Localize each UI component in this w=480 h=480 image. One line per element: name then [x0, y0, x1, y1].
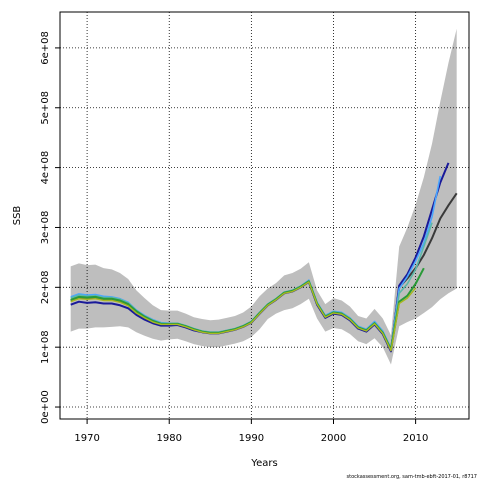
x-tick-label: 2010 [403, 433, 428, 444]
y-tick-label: 4e+08 [40, 151, 51, 185]
y-axis-title: SSB [12, 206, 23, 226]
x-axis: 1970 1980 1990 2000 2010 [74, 419, 428, 444]
confidence-band [70, 28, 457, 365]
x-tick-label: 1980 [157, 433, 182, 444]
y-tick-label: 1e+08 [40, 330, 51, 364]
y-tick-label: 5e+08 [40, 91, 51, 125]
x-tick-label: 1970 [74, 433, 99, 444]
series-line-6 [70, 281, 417, 352]
grid-layer [60, 12, 469, 419]
y-tick-label: 6e+08 [40, 31, 51, 65]
plot-frame [59, 11, 470, 420]
y-tick-label: 0e+00 [40, 390, 51, 424]
x-tick-label: 2000 [321, 433, 346, 444]
confidence-band-layer [70, 28, 457, 365]
x-axis-title: Years [250, 458, 277, 469]
series-layer [70, 162, 458, 353]
y-tick-label: 3e+08 [40, 211, 51, 245]
y-tick-label: 2e+08 [40, 271, 51, 305]
x-tick-label: 1990 [239, 433, 264, 444]
y-axis: 0e+00 1e+08 2e+08 3e+08 4e+08 5e+08 6e+08 [40, 31, 60, 424]
credit-note: stockassessment.org, sam-tmb-ebft-2017-0… [347, 474, 477, 480]
